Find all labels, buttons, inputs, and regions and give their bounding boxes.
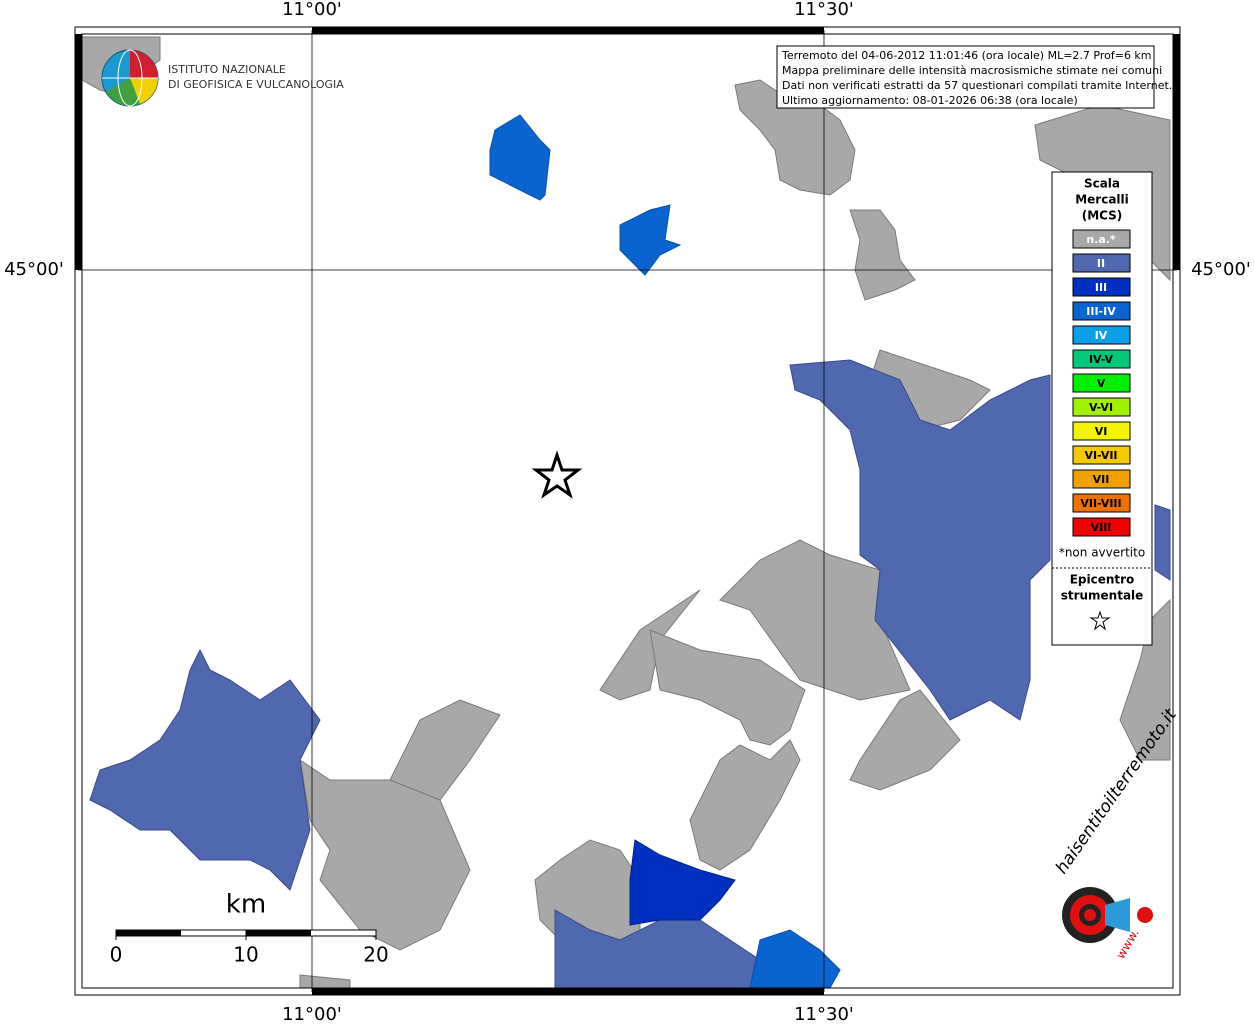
info-box: Terremoto del 04-06-2012 11:01:46 (ora l…: [776, 45, 1172, 109]
legend-label: IV-V: [1089, 353, 1114, 366]
info-line: Ultimo aggiornamento: 08-01-2026 06:38 (…: [782, 94, 1078, 107]
legend-swatch: [1072, 421, 1131, 441]
scale-label: 20: [363, 943, 388, 967]
municipalities: [81, 36, 1171, 989]
legend-note: *non avvertito: [1059, 546, 1145, 560]
epicenter: [531, 450, 583, 499]
scale-unit: km: [226, 890, 266, 920]
legend-swatch: [1072, 229, 1131, 249]
legend-title: Scala: [1084, 177, 1120, 191]
lat-label: 45°00': [1191, 259, 1251, 280]
info-line: Mappa preliminare delle intensità macros…: [782, 64, 1162, 77]
legend-swatch: [1072, 517, 1131, 537]
legend-swatch: [1072, 301, 1131, 321]
legend-label: VII-VIII: [1080, 497, 1121, 510]
legend-title: (MCS): [1082, 209, 1123, 223]
scale-bar: km 0 10 20: [110, 890, 389, 967]
legend-label: V: [1097, 377, 1106, 390]
legend-swatch: [1072, 493, 1131, 513]
legend: Scala Mercalli (MCS) *non avvertito Epic…: [1051, 171, 1153, 646]
legend-label: VII: [1093, 473, 1110, 486]
legend-epicenter: strumentale: [1061, 589, 1144, 603]
legend-swatch: [1072, 277, 1131, 297]
logo-text: DI GEOFISICA E VULCANOLOGIA: [168, 78, 344, 91]
legend-swatch: [1072, 349, 1131, 369]
logo-text: ISTITUTO NAZIONALE: [168, 63, 286, 76]
lat-label: 45°00': [4, 259, 64, 280]
scale-label: 0: [110, 943, 123, 967]
scale-label: 10: [233, 943, 258, 967]
frame: [74, 26, 1181, 996]
legend-swatch: [1072, 373, 1131, 393]
legend-title: Mercalli: [1075, 193, 1129, 207]
ingv-logo: ISTITUTO NAZIONALE DI GEOFISICA E VULCAN…: [101, 49, 344, 107]
info-line: Dati non verificati estratti da 57 quest…: [782, 79, 1172, 92]
info-line: Terremoto del 04-06-2012 11:01:46 (ora l…: [781, 49, 1152, 62]
legend-epicenter: Epicentro: [1070, 573, 1135, 587]
legend-label: IV: [1095, 329, 1108, 342]
lon-label: 11°30': [794, 1004, 854, 1024]
legend-label: III-IV: [1086, 305, 1116, 318]
graticule: [78, 30, 1177, 992]
lon-label: 11°00': [282, 1004, 342, 1024]
legend-swatch: [1072, 325, 1131, 345]
legend-label: n.a.*: [1086, 233, 1116, 246]
legend-label: II: [1097, 257, 1105, 270]
legend-label: VI: [1095, 425, 1108, 438]
legend-label: V-VI: [1089, 401, 1113, 414]
legend-label: VIII: [1091, 521, 1112, 534]
legend-label: III: [1095, 281, 1107, 294]
legend-swatch: [1072, 397, 1131, 417]
legend-label: VI-VII: [1084, 449, 1117, 462]
legend-swatch: [1072, 253, 1131, 273]
lon-label: 11°30': [794, 0, 854, 20]
legend-swatch: [1072, 445, 1131, 465]
legend-swatch: [1072, 469, 1131, 489]
lon-label: 11°00': [282, 0, 342, 20]
